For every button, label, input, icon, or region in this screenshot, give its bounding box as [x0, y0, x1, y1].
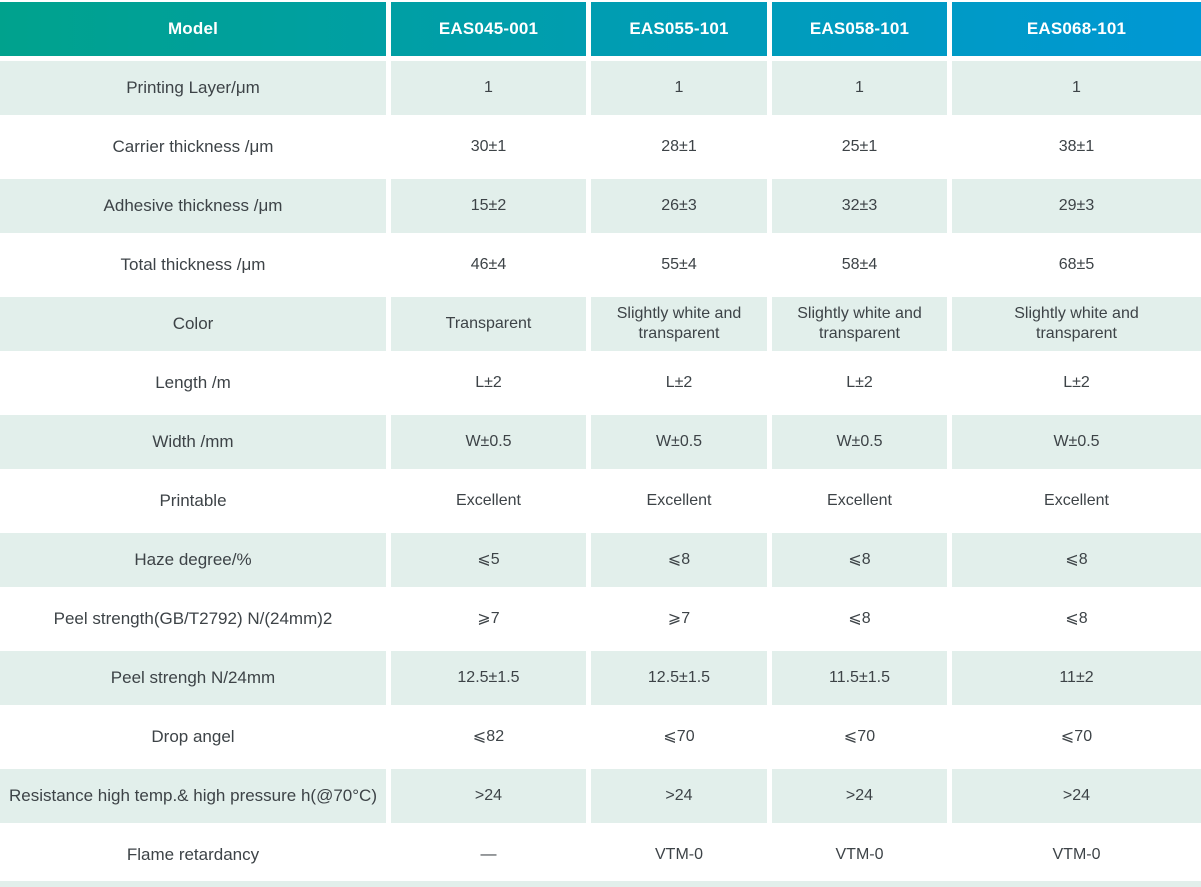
cell-value: 25±1 — [841, 138, 878, 155]
table-row-total-thickness: Total thickness /μm 46±4 55±4 58±4 68±5 — [0, 238, 1201, 292]
cell-value: ⩽70 — [1060, 728, 1093, 745]
cell-value: Excellent — [827, 492, 892, 509]
cell-value: 38±1 — [1058, 138, 1095, 155]
row-label: Peel strength(GB/T2792) N/(24mm)2 — [53, 609, 333, 628]
table-row-flame-retardancy: Flame retardancy — VTM-0 VTM-0 VTM-0 — [0, 828, 1201, 882]
cell-value: 11.5±1.5 — [772, 651, 947, 705]
row-label: Resistance high temp.& high pressure h(@… — [0, 769, 386, 823]
cell-value: — — [480, 846, 497, 863]
table-row-width: Width /mm W±0.5 W±0.5 W±0.5 W±0.5 — [0, 415, 1201, 469]
cell-value: 15±2 — [391, 179, 586, 233]
row-label: Total thickness /μm — [120, 255, 266, 274]
column-header-eas068-101: EAS068-101 — [952, 2, 1201, 56]
cell-value: >24 — [591, 769, 767, 823]
table-row-carrier-thickness: Carrier thickness /μm 30±1 28±1 25±1 38±… — [0, 120, 1201, 174]
cell-value: ⩽70 — [663, 728, 695, 745]
cell-value: 12.5±1.5 — [591, 651, 767, 705]
row-label: Length /m — [155, 373, 231, 392]
table-row-printing-layer: Printing Layer/μm 1 1 1 1 — [0, 61, 1201, 115]
cell-value: Slightly white and transparent — [772, 297, 947, 351]
cell-value: >24 — [952, 769, 1201, 823]
model-header-cell: Model — [0, 2, 386, 56]
row-label: Flame retardancy — [126, 845, 260, 864]
cell-value: L±2 — [665, 374, 693, 391]
cell-value: ⩽8 — [952, 533, 1201, 587]
cell-value: W±0.5 — [591, 415, 767, 469]
cell-value: ⩽8 — [848, 610, 871, 627]
cell-value: VTM-0 — [655, 846, 703, 863]
table-row-haze-degree: Haze degree/% ⩽5 ⩽8 ⩽8 ⩽8 — [0, 533, 1201, 587]
next-row-cutoff-strip — [0, 881, 1201, 887]
cell-value: 1 — [591, 61, 767, 115]
row-label: Peel strengh N/24mm — [0, 651, 386, 705]
table-row-drop-angle: Drop angel ⩽82 ⩽70 ⩽70 ⩽70 — [0, 710, 1201, 764]
cell-value: VTM-0 — [835, 846, 884, 863]
cell-value: 11±2 — [952, 651, 1201, 705]
cell-value: 26±3 — [591, 179, 767, 233]
cell-value: ⩽8 — [591, 533, 767, 587]
cell-value: ⩽8 — [772, 533, 947, 587]
cell-value: 28±1 — [661, 138, 697, 155]
cell-value: Slightly white and transparent — [591, 297, 767, 351]
cell-value: 29±3 — [952, 179, 1201, 233]
cell-value: ⩽82 — [472, 728, 505, 745]
cell-value: ⩾7 — [667, 610, 691, 627]
column-header-eas055-101: EAS055-101 — [591, 2, 767, 56]
cell-value: 1 — [952, 61, 1201, 115]
cell-value: Excellent — [456, 492, 521, 509]
cell-value: 46±4 — [470, 256, 507, 273]
cell-value: L±2 — [1063, 374, 1090, 391]
cell-value: ⩽5 — [391, 533, 586, 587]
cell-value: W±0.5 — [772, 415, 947, 469]
row-label: Carrier thickness /μm — [112, 137, 274, 156]
row-label: Width /mm — [0, 415, 386, 469]
table-row-length: Length /m L±2 L±2 L±2 L±2 — [0, 356, 1201, 410]
row-label: Printable — [159, 491, 227, 510]
cell-value: 12.5±1.5 — [391, 651, 586, 705]
cell-value: W±0.5 — [952, 415, 1201, 469]
cell-value: 32±3 — [772, 179, 947, 233]
cell-value: ⩽8 — [1065, 610, 1088, 627]
cell-value: VTM-0 — [1052, 846, 1101, 863]
row-label: Haze degree/% — [0, 533, 386, 587]
row-label: Drop angel — [151, 727, 235, 746]
cell-value: 68±5 — [1058, 256, 1095, 273]
cell-value: Slightly white and transparent — [952, 297, 1201, 351]
row-label: Color — [0, 297, 386, 351]
column-header-eas058-101: EAS058-101 — [772, 2, 947, 56]
column-header-eas045-001: EAS045-001 — [391, 2, 586, 56]
row-label: Adhesive thickness /μm — [0, 179, 386, 233]
cell-value: L±2 — [475, 374, 502, 391]
row-label: Printing Layer/μm — [0, 61, 386, 115]
cell-value: 30±1 — [470, 138, 507, 155]
cell-value: Excellent — [1044, 492, 1109, 509]
cell-value: >24 — [772, 769, 947, 823]
table-row-color: Color Transparent Slightly white and tra… — [0, 297, 1201, 351]
table-row-resistance-high-temp: Resistance high temp.& high pressure h(@… — [0, 769, 1201, 823]
cell-value: 58±4 — [841, 256, 878, 273]
cell-value: ⩽70 — [843, 728, 876, 745]
table-header-row: Model EAS045-001 EAS055-101 EAS058-101 E… — [0, 2, 1201, 56]
cell-value: Excellent — [646, 492, 712, 509]
table-row-adhesive-thickness: Adhesive thickness /μm 15±2 26±3 32±3 29… — [0, 179, 1201, 233]
table-row-printable: Printable Excellent Excellent Excellent … — [0, 474, 1201, 528]
cell-value: Transparent — [391, 297, 586, 351]
cell-value: W±0.5 — [391, 415, 586, 469]
table-row-peel-strength-n24mm: Peel strengh N/24mm 12.5±1.5 12.5±1.5 11… — [0, 651, 1201, 705]
cell-value: 55±4 — [661, 256, 697, 273]
cell-value: >24 — [391, 769, 586, 823]
cell-value: ⩾7 — [477, 610, 500, 627]
table-row-peel-strength-gbt2792: Peel strength(GB/T2792) N/(24mm)2 ⩾7 ⩾7 … — [0, 592, 1201, 646]
cell-value: 1 — [772, 61, 947, 115]
cell-value: L±2 — [846, 374, 873, 391]
cell-value: 1 — [391, 61, 586, 115]
